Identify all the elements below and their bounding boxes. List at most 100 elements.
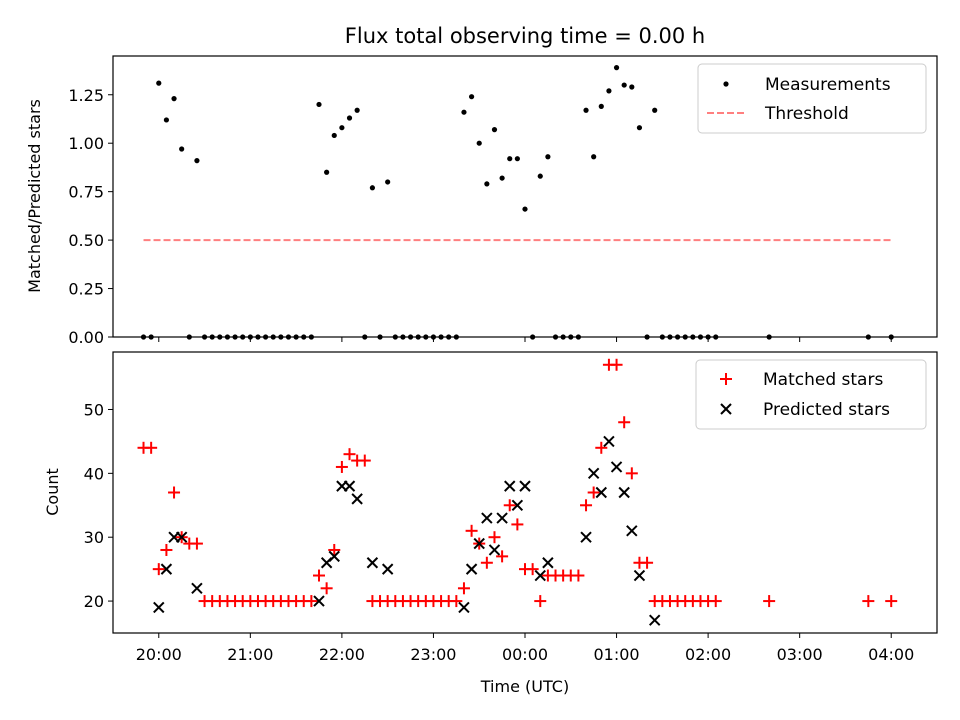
measurement-point [865,334,871,340]
count-y-tick-label: 50 [84,400,104,419]
measurement-point [400,334,406,340]
matched-point [145,441,158,454]
predicted-point [496,512,508,524]
predicted-point [519,480,531,492]
measurement-point [766,334,772,340]
count-y-tick-label: 20 [84,592,104,611]
matched-point [480,556,493,569]
predicted-point [481,512,493,524]
matched-point [595,441,608,454]
matched-point [335,460,348,473]
measurement-point [148,334,154,340]
measurement-point [652,107,658,113]
legend-predicted-marker [720,403,732,415]
measurement-point [285,334,292,340]
measurement-point [446,334,452,340]
matched-point [465,524,478,537]
predicted-point [603,435,615,448]
measurement-point [392,334,398,340]
measurement-point [888,334,894,340]
matched-point [641,556,654,569]
measurement-point [385,179,391,185]
measurement-point [484,181,490,187]
ratio-y-tick-label: 1.25 [68,86,104,105]
matched-point [587,486,600,499]
count-series-matched-stars [137,358,898,608]
matched-point [190,537,203,550]
legend-matched-marker [720,373,732,385]
ratio-y-axis-label: Matched/Predicted stars [25,99,44,293]
measurement-point [255,334,261,340]
measurement-point [217,334,223,340]
measurement-point [705,334,711,340]
measurement-point [201,334,208,340]
x-tick-label: 02:00 [685,645,731,664]
predicted-point [626,525,638,537]
matched-point [358,454,371,467]
measurement-point [316,101,322,108]
measurement-point [247,334,253,340]
predicted-point [175,531,188,543]
predicted-point [504,480,516,492]
matched-point [450,595,463,608]
measurement-point [575,334,582,340]
matched-point [168,486,181,499]
legend-matched-label: Matched stars [763,370,883,390]
measurement-point [224,334,231,340]
matched-point [488,531,501,544]
measurement-point [346,115,353,121]
predicted-point [595,486,608,499]
ratio-marks: 0.00 0.25 0.50 0.75 1.00 1.25 [68,65,894,347]
measurement-point [278,334,284,340]
measurement-point [629,84,635,90]
measurement-point [301,334,307,340]
measurement-point [491,127,498,133]
ratio-y-tick-label: 0.00 [68,328,104,347]
ratio-legend: Measurements Threshold [697,63,927,134]
measurement-point [339,125,345,131]
chart-title: Flux total observing time = 0.00 h [345,24,705,48]
matched-point [343,448,356,461]
predicted-point [153,601,165,614]
matched-point [625,467,638,480]
measurement-point [545,154,551,160]
measurement-point [186,334,192,340]
ratio-y-tick-label: 0.50 [68,231,104,250]
count-y-tick-label: 40 [84,464,104,483]
predicted-point [580,531,592,543]
measurement-point [415,334,421,340]
measurement-point [331,132,337,139]
matched-point [580,499,593,512]
measurement-point [171,96,177,102]
matched-point [572,569,585,582]
predicted-point [328,550,340,563]
measurement-point [644,334,650,340]
predicted-point [511,499,524,511]
measurement-point [308,334,314,340]
measurement-point [232,334,238,340]
measurement-point [568,334,574,340]
measurement-point [156,80,162,86]
matched-point [763,595,776,608]
matched-point [328,543,341,556]
x-tick-label: 23:00 [410,645,456,664]
predicted-point [488,544,501,556]
measurement-point [163,117,170,123]
matched-point [526,563,539,576]
legend-measurements-marker [723,81,729,87]
measurement-point [560,334,566,340]
measurement-point [209,334,215,340]
predicted-point [618,486,630,499]
measurement-point [690,334,696,340]
predicted-point [160,563,173,575]
count-series-predicted-stars [153,435,661,626]
measurement-point [140,334,147,340]
measurement-point [354,107,360,113]
measurement-point [697,334,704,340]
matched-point [305,595,318,608]
count-legend-box [695,359,927,430]
count-marks: 20 30 40 50 20:00 21:00 22:00 23:00 00:00 01:00 02… [84,358,914,664]
measurement-point [522,206,528,212]
ratio-y-tick-label: 1.00 [68,134,104,153]
